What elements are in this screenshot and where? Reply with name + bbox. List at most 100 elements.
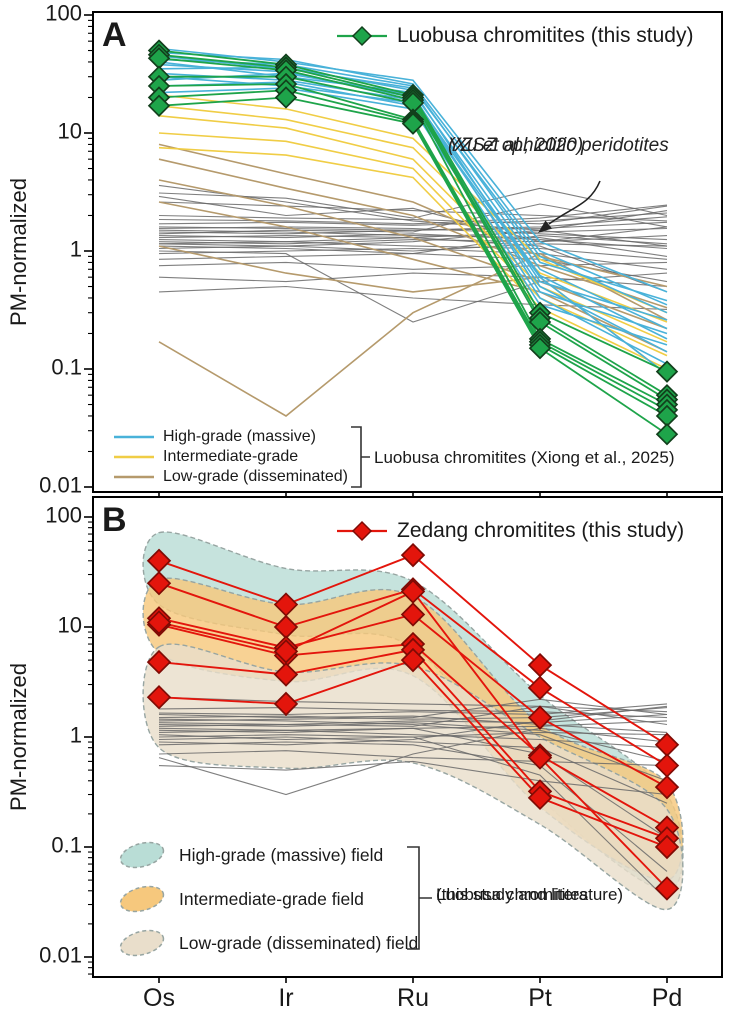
- legend-a: Luobusa chromitites (this study): [336, 24, 693, 48]
- series-line: [158, 146, 668, 370]
- field-high-grade-label: High-grade (massive) field: [179, 844, 384, 865]
- series-line: [158, 205, 668, 225]
- y-tick-label: 10: [57, 612, 82, 638]
- y-tick-label: 100: [45, 502, 82, 528]
- series-line: [158, 285, 668, 310]
- teal-field-swatch: [119, 841, 165, 869]
- series-group: [158, 696, 668, 901]
- data-point-diamond: [400, 647, 426, 673]
- series-line: [158, 195, 668, 243]
- data-point-diamond: [146, 649, 172, 675]
- data-point-diamond: [527, 745, 553, 770]
- data-point-diamond: [147, 94, 171, 118]
- data-point-diamond: [654, 834, 680, 860]
- series-line: [158, 201, 668, 222]
- data-point-diamond: [654, 753, 680, 778]
- field-low-grade-label: Low-grade (disseminated) field: [179, 932, 419, 953]
- panel-A-content: [147, 39, 679, 446]
- data-point-diamond: [274, 86, 298, 109]
- legend-row-intermediate-grade: Intermediate-grade: [113, 448, 298, 466]
- data-point-diamond: [527, 675, 553, 701]
- x-axis-label: Pd: [651, 984, 683, 1012]
- series-line: [158, 696, 668, 713]
- series-group: [147, 39, 679, 446]
- data-point-diamond: [654, 876, 680, 901]
- panel-a-label: A: [102, 16, 127, 54]
- legend-row-high-grade: High-grade (massive): [113, 428, 316, 446]
- legend-b-label: Zedang chromitites (this study): [397, 519, 685, 542]
- bracket-b-line1: Luobusa chromitites: [436, 885, 589, 904]
- data-point-diamond: [146, 685, 172, 710]
- field-row-high-grade: High-grade (massive) field: [116, 838, 383, 872]
- series-line: [158, 235, 668, 245]
- series-line: [158, 718, 668, 782]
- series-line: [158, 158, 668, 309]
- y-tick-label: 0.1: [51, 354, 82, 380]
- legend-row-low-grade: Low-grade (disseminated): [113, 468, 348, 486]
- data-point-diamond: [654, 774, 680, 800]
- legend-high-grade-label: High-grade (massive): [163, 428, 316, 445]
- data-point-diamond: [400, 579, 426, 604]
- series-line: [158, 243, 668, 252]
- data-point-diamond: [273, 639, 299, 664]
- y-tick-label: 0.1: [51, 832, 82, 858]
- data-point-diamond: [273, 662, 299, 687]
- panel-b-label: B: [102, 501, 127, 539]
- field-field_tan: [142, 643, 684, 911]
- data-point-diamond: [146, 610, 172, 635]
- data-point-diamond: [400, 542, 426, 568]
- data-point-diamond: [273, 691, 299, 717]
- annotation-line2: (Xu et al., 2020): [448, 135, 584, 156]
- annotation-line1: YZSZ ophiolitic peridotites: [448, 135, 669, 156]
- green-diamond-swatch: [337, 25, 387, 47]
- bracket-a-label: Luobusa chromitites (Xiong et al., 2025): [374, 448, 675, 467]
- series-line: [158, 713, 668, 726]
- legend-intermediate-grade-label: Intermediate-grade: [163, 448, 299, 465]
- legend-b: Zedang chromitites (this study): [336, 519, 684, 543]
- x-axis-label: Os: [143, 984, 175, 1012]
- field-row-intermediate-grade: Intermediate-grade field: [116, 882, 364, 916]
- series-line: [158, 132, 668, 357]
- series-line: [158, 94, 668, 314]
- series-line: [158, 210, 668, 247]
- legend-a-label: Luobusa chromitites (this study): [397, 24, 694, 47]
- data-point-diamond: [527, 785, 553, 811]
- x-axis-label: Ir: [278, 984, 294, 1012]
- series-line: [158, 184, 668, 247]
- field-intermediate-grade-label: Intermediate-grade field: [179, 888, 364, 909]
- series-line: [158, 241, 668, 260]
- data-point-diamond: [401, 112, 425, 135]
- series-line: [158, 698, 668, 722]
- legend-low-grade-label: Low-grade (disseminated): [163, 468, 348, 485]
- series-line: [158, 204, 668, 225]
- y-tick-label: 1: [69, 722, 82, 748]
- y-tick-label: 0.01: [39, 942, 82, 968]
- x-axis-label: Pt: [528, 984, 552, 1012]
- y-tick-label: 10: [57, 118, 82, 144]
- field-row-low-grade: Low-grade (disseminated) field: [116, 926, 418, 960]
- bracket-icon: [407, 846, 432, 950]
- series-line: [158, 203, 668, 235]
- series-line: [158, 734, 668, 901]
- diamond-icon: [351, 25, 373, 47]
- data-point-diamond: [654, 732, 680, 757]
- bracket-b-line2: (this study and literature): [436, 885, 624, 904]
- red-diamond-swatch: [337, 520, 387, 542]
- series-line: [158, 727, 668, 796]
- series-line: [158, 143, 668, 288]
- annotation-arrowhead: [538, 220, 552, 233]
- data-point-diamond: [527, 705, 553, 730]
- series-line: [158, 750, 668, 767]
- panel-B-content: [142, 531, 684, 911]
- data-point-diamond: [655, 423, 679, 446]
- series-line: [158, 713, 668, 733]
- orange-field-swatch: [119, 885, 165, 913]
- data-point-diamond: [655, 360, 679, 383]
- series-line: [158, 245, 668, 376]
- series-line: [158, 729, 668, 749]
- data-point-diamond: [146, 571, 172, 596]
- tan-field-swatch: [119, 929, 165, 957]
- tan-line-swatch: [114, 475, 154, 479]
- series-line: [158, 705, 668, 727]
